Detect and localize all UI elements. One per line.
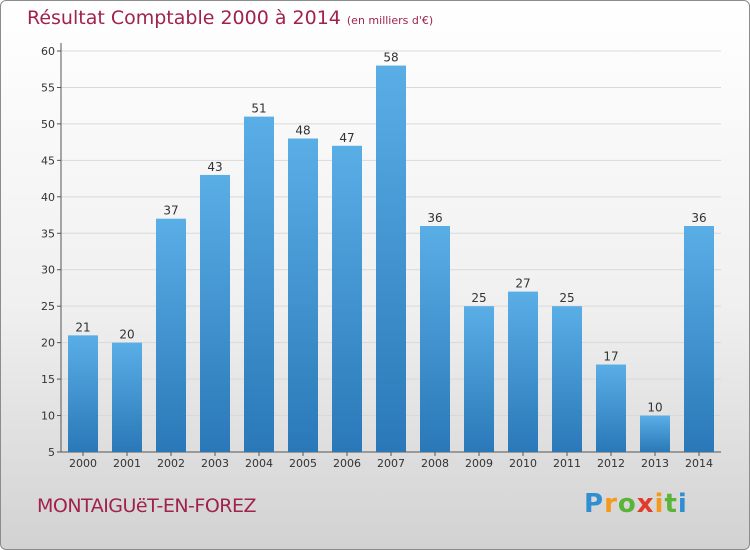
chart-title: Résultat Comptable 2000 à 2014 (en millie…: [27, 7, 433, 29]
y-tick-label: 35: [41, 227, 55, 240]
data-label: 51: [251, 102, 266, 116]
data-label: 58: [383, 51, 398, 65]
data-label: 20: [119, 328, 134, 342]
x-tick-label: 2001: [113, 457, 141, 470]
y-tick-label: 15: [41, 373, 55, 386]
bars: [68, 65, 714, 453]
proxiti-logo: Proxiti: [584, 489, 688, 519]
y-tick-label: 20: [41, 337, 55, 350]
x-tick-label: 2006: [333, 457, 361, 470]
data-label: 36: [691, 211, 706, 225]
y-tick-label: 25: [41, 300, 55, 313]
y-tick-label: 10: [41, 410, 55, 423]
x-tick-label: 2010: [509, 457, 537, 470]
x-tick-label: 2014: [685, 457, 713, 470]
x-tick-label: 2005: [289, 457, 317, 470]
y-tick-label: 50: [41, 118, 55, 131]
y-tick-label: 40: [41, 191, 55, 204]
chart-title-text: Résultat Comptable 2000 à 2014: [27, 7, 341, 29]
bar: [112, 342, 142, 452]
data-label: 48: [295, 123, 310, 137]
y-tick-label: 60: [41, 45, 55, 58]
x-tick-label: 2007: [377, 457, 405, 470]
bar: [420, 225, 450, 452]
data-label: 25: [559, 291, 574, 305]
bar: [288, 138, 318, 452]
chart-unit: (en milliers d'€): [346, 14, 434, 27]
x-tick-label: 2012: [597, 457, 625, 470]
data-label: 10: [647, 401, 662, 415]
bar: [464, 306, 494, 452]
data-label: 36: [427, 211, 442, 225]
data-label: 25: [471, 291, 486, 305]
y-tick-label: 5: [48, 446, 55, 459]
x-tick-label: 2008: [421, 457, 449, 470]
bar: [508, 291, 538, 452]
data-label: 43: [207, 160, 222, 174]
y-tick-label: 55: [41, 81, 55, 94]
x-tick-label: 2000: [69, 457, 97, 470]
tick-labels: 5 10 15 20 25 30 35 40 45 50 55 60 2000 2001 2002 2003 2…: [41, 45, 713, 470]
bar: [332, 145, 362, 453]
data-label: 17: [603, 350, 618, 364]
y-tick-label: 45: [41, 154, 55, 167]
data-label: 21: [75, 320, 90, 334]
commune-name: MONTAIGUëT-EN-FOREZ: [37, 495, 257, 517]
x-tick-label: 2013: [641, 457, 669, 470]
data-labels: 21 20 37 43 51 48 47 58 36 25 27 25 17 10 36: [75, 51, 706, 415]
bar: [68, 335, 98, 452]
bar: [684, 225, 714, 452]
data-label: 27: [515, 277, 530, 291]
bar: [552, 306, 582, 452]
bar: [200, 174, 230, 453]
x-tick-label: 2003: [201, 457, 229, 470]
y-tick-label: 30: [41, 264, 55, 277]
bar: [596, 364, 626, 452]
x-tick-label: 2004: [245, 457, 273, 470]
data-label: 47: [339, 131, 354, 145]
x-tick-label: 2009: [465, 457, 493, 470]
data-label: 37: [163, 204, 178, 218]
bar: [640, 415, 670, 452]
bar: [376, 65, 406, 452]
bar: [156, 218, 186, 452]
x-tick-label: 2011: [553, 457, 581, 470]
x-tick-label: 2002: [157, 457, 185, 470]
bar: [244, 116, 274, 453]
